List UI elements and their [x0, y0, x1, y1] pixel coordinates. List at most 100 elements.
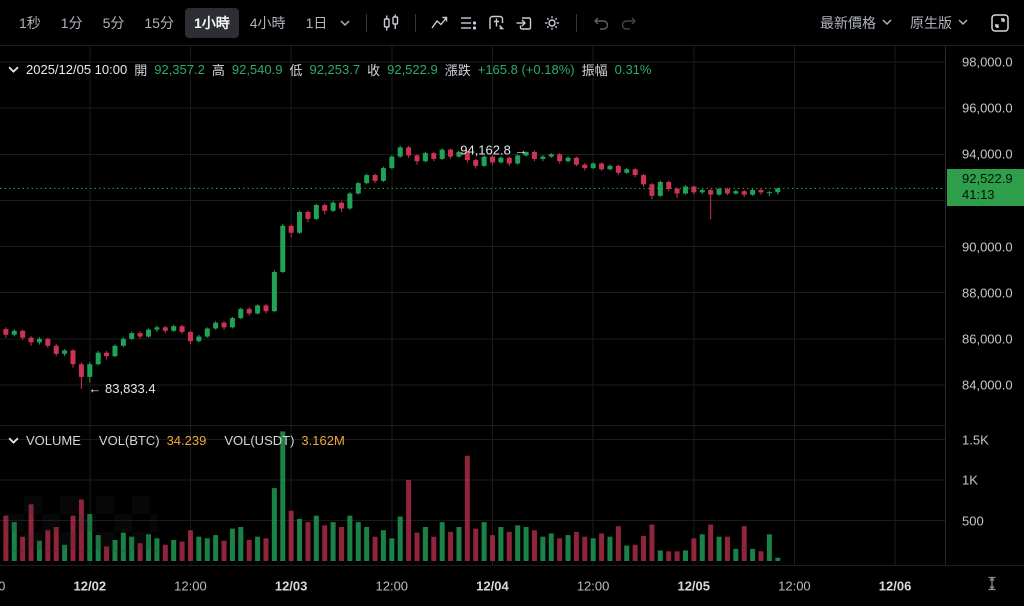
candle-body	[506, 157, 512, 164]
volume-bar	[406, 480, 412, 561]
axis-scale-icon[interactable]	[984, 575, 1000, 598]
time-axis-label: 12:00	[375, 578, 409, 594]
candle-body	[674, 188, 680, 194]
volume-axis-label: 1K	[962, 472, 978, 488]
candle-body	[724, 188, 730, 194]
volume-bar	[137, 543, 143, 561]
price-axis-label: 90,000.0	[962, 239, 1013, 255]
candle-body	[422, 153, 428, 162]
save-layout-icon[interactable]	[510, 9, 538, 37]
time-axis-label: 12/04	[476, 578, 509, 594]
candle-body	[590, 163, 596, 169]
volume-legend: VOLUME VOL(BTC) 34.239 VOL(USDT) 3.162M	[8, 433, 345, 448]
volume-bar	[649, 524, 655, 561]
candle-body	[691, 186, 697, 193]
timeframe-more-chevron-icon[interactable]	[340, 14, 350, 32]
candle-body	[229, 318, 235, 328]
volume-bar	[498, 526, 504, 561]
volume-bar	[162, 544, 168, 561]
candle-body	[473, 160, 479, 166]
volume-bar	[397, 516, 403, 561]
volume-bar	[607, 536, 613, 561]
change-value: +165.8 (+0.18%)	[477, 62, 575, 77]
candle-body	[624, 169, 630, 173]
volume-bar	[615, 526, 621, 561]
price-axis[interactable]: 98,000.096,000.094,000.092,000.090,000.0…	[945, 46, 1024, 565]
volume-bar	[238, 526, 244, 561]
candle-countdown: 41:13	[962, 187, 995, 203]
volume-bar	[112, 539, 118, 561]
candle-body	[406, 147, 412, 156]
timeframe-1d-button[interactable]: 1日	[297, 8, 337, 38]
indicators-icon[interactable]	[426, 9, 454, 37]
price-axis-label: 98,000.0	[962, 54, 1013, 70]
volume-bar	[70, 515, 76, 561]
price-mode-dropdown[interactable]: 最新價格	[820, 13, 892, 33]
collapse-chevron-icon[interactable]	[8, 437, 19, 445]
fullscreen-icon[interactable]	[986, 9, 1014, 37]
volume-bar	[11, 522, 17, 561]
candle-body	[733, 191, 739, 194]
candle-body	[70, 350, 76, 365]
volume-bar	[716, 536, 722, 561]
version-dropdown[interactable]: 原生版	[910, 13, 968, 33]
volume-bar	[431, 536, 437, 561]
candle-body	[439, 149, 445, 159]
timeframe-1m-button[interactable]: 1分	[52, 8, 92, 38]
volume-bar	[338, 526, 344, 561]
candle-style-icon[interactable]	[377, 9, 405, 37]
volume-bar	[573, 531, 579, 561]
redo-icon[interactable]	[615, 9, 643, 37]
candle-body	[716, 188, 722, 195]
candle-body	[531, 151, 537, 159]
volume-bar	[104, 546, 110, 561]
candle-body	[414, 155, 420, 162]
candle-body	[657, 181, 663, 196]
volume-bar	[540, 536, 546, 561]
candle-body	[557, 154, 563, 162]
range-high-annotation: 94,162.8 →	[460, 143, 527, 158]
candle-body	[187, 331, 193, 342]
display-list-icon[interactable]	[454, 9, 482, 37]
candle-body	[221, 322, 227, 328]
time-axis-label: 12:00	[778, 578, 811, 594]
candle-body	[607, 165, 613, 170]
function-icon[interactable]	[482, 9, 510, 37]
volume-bar	[733, 548, 739, 561]
volume-bar	[750, 548, 756, 561]
candle-body	[53, 345, 59, 354]
candle-body	[750, 190, 756, 195]
candle-body	[297, 211, 303, 233]
pane-separator[interactable]	[0, 425, 1024, 426]
timeframe-4h-button[interactable]: 4小時	[241, 8, 295, 38]
candle-body	[288, 225, 294, 233]
volume-bar	[682, 550, 688, 561]
settings-gear-icon[interactable]	[538, 9, 566, 37]
candle-body	[62, 350, 68, 354]
candle-body	[238, 308, 244, 319]
close-value: 92,522.9	[387, 62, 438, 77]
volume-bar	[271, 488, 277, 561]
volume-axis-label: 1.5K	[962, 432, 989, 447]
timeframe-1h-button[interactable]: 1小時	[184, 7, 239, 38]
volume-bar	[389, 538, 395, 561]
vol-btc-label: VOL(BTC)	[98, 433, 160, 448]
volume-bar	[187, 530, 193, 561]
candle-body	[741, 191, 747, 195]
collapse-chevron-icon[interactable]	[8, 66, 19, 74]
volume-bar	[297, 518, 303, 561]
volume-bar	[741, 526, 747, 561]
chart-canvas[interactable]: 94,162.8 → ← 83,833.4 2025/12/05 10:00 開 …	[0, 46, 945, 565]
candle-body	[280, 225, 286, 272]
candle-body	[699, 190, 705, 193]
volume-bar	[464, 455, 470, 561]
timeframe-1s-button[interactable]: 1秒	[10, 8, 50, 38]
candle-datetime: 2025/12/05 10:00	[26, 62, 128, 77]
volume-bar	[775, 557, 781, 561]
timeframe-5m-button[interactable]: 5分	[94, 8, 134, 38]
volume-bar	[330, 522, 336, 561]
undo-icon[interactable]	[587, 9, 615, 37]
timeframe-15m-button[interactable]: 15分	[135, 8, 183, 38]
volume-bar	[548, 533, 554, 561]
ohlc-legend: 2025/12/05 10:00 開 92,357.2 高 92,540.9 低…	[8, 60, 651, 79]
